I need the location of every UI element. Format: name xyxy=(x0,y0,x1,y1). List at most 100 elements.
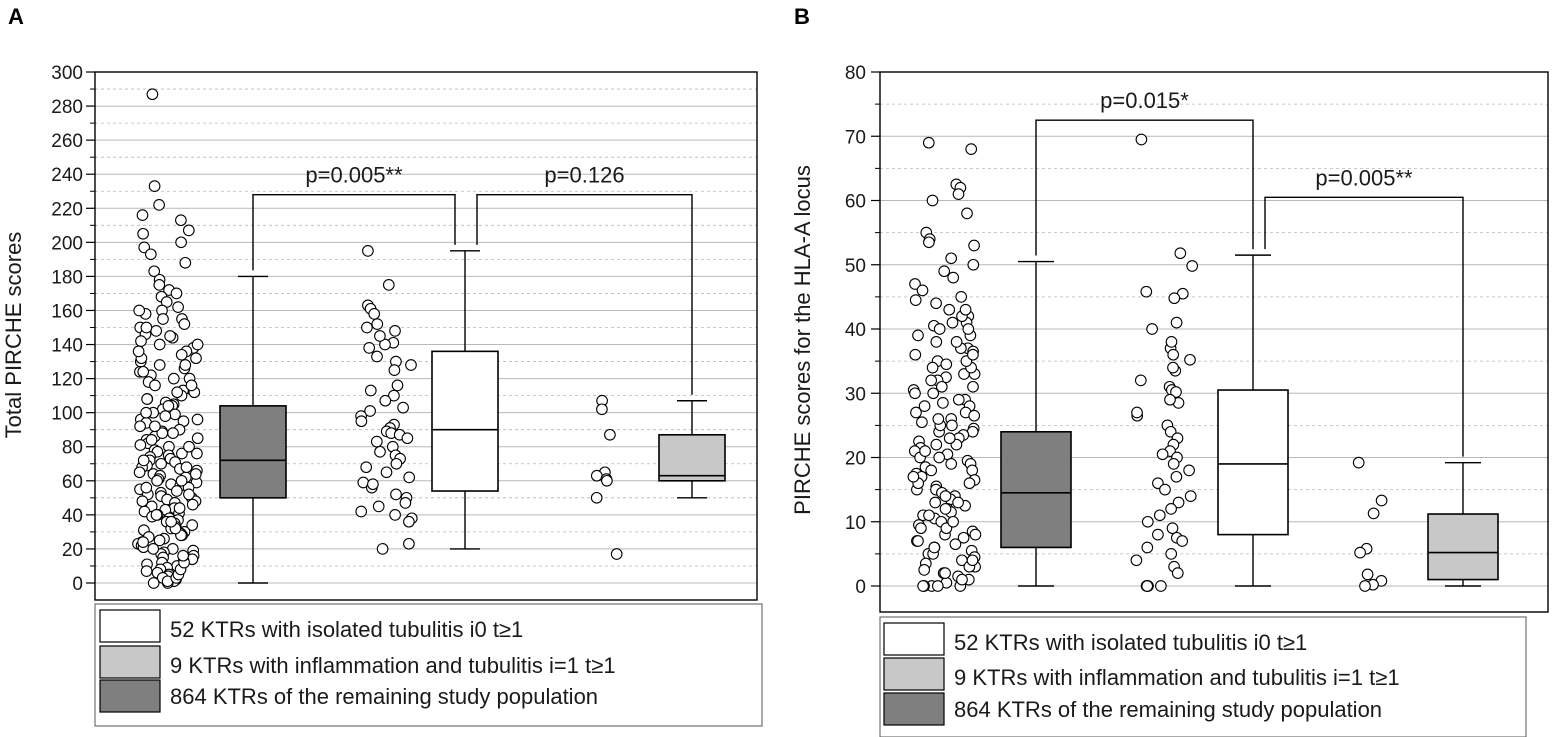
data-point xyxy=(362,245,374,257)
data-point xyxy=(167,372,180,385)
data-point xyxy=(401,432,414,445)
data-point xyxy=(379,394,392,407)
data-point xyxy=(376,543,389,555)
data-point xyxy=(374,330,386,342)
panel-b-y-tick-label: 10 xyxy=(845,513,866,534)
panel-a-y-tick-label: 140 xyxy=(51,336,83,357)
comparison-bracket: p=0.005** xyxy=(1264,165,1464,457)
data-point xyxy=(966,554,979,567)
data-point xyxy=(918,564,931,576)
panel-a-plot-frame xyxy=(94,71,758,601)
data-point xyxy=(149,379,161,392)
data-point xyxy=(399,497,412,509)
data-point xyxy=(930,336,943,348)
data-point xyxy=(962,323,975,335)
data-point xyxy=(909,348,922,361)
data-point xyxy=(590,469,603,482)
data-point xyxy=(1155,580,1167,592)
data-point xyxy=(932,413,945,425)
panel-a-y-tick-label: 280 xyxy=(51,97,83,118)
data-point xyxy=(1170,470,1183,483)
data-point xyxy=(1135,133,1148,146)
data-point xyxy=(929,496,942,509)
panel-a-y-tick-label: 220 xyxy=(51,199,83,220)
data-point xyxy=(179,256,192,269)
iqr-box xyxy=(219,405,287,499)
panel-a-y-tick-label: 200 xyxy=(51,233,83,254)
data-point xyxy=(368,308,381,320)
data-point xyxy=(1146,323,1158,335)
data-point xyxy=(1165,548,1178,560)
data-point xyxy=(355,505,368,518)
panel-b-y-tick-label: 40 xyxy=(845,320,866,341)
data-point xyxy=(925,464,938,477)
panel-a-legend-label-isolated: 52 KTRs with isolated tubulitis i0 t≥1 xyxy=(170,617,523,642)
data-point xyxy=(604,428,616,441)
box-plot-isolated xyxy=(431,250,499,550)
data-point xyxy=(140,565,153,577)
data-point xyxy=(364,384,377,397)
panel-b-legend: 52 KTRs with isolated tubulitis i0 t≥1 9… xyxy=(879,616,1527,737)
data-point xyxy=(137,227,149,240)
panel-b-legend-frame xyxy=(879,616,1527,737)
data-point xyxy=(170,485,183,497)
panel-a-legend-label-remaining: 864 KTRs of the remaining study populati… xyxy=(170,684,598,709)
data-point xyxy=(1130,554,1143,567)
comparison-p-value: p=0.005** xyxy=(1315,165,1413,190)
data-point xyxy=(1164,393,1176,406)
data-point xyxy=(171,386,184,399)
data-point xyxy=(957,531,970,544)
data-point xyxy=(150,325,163,337)
data-point xyxy=(919,445,931,457)
data-point xyxy=(1176,535,1189,547)
data-point xyxy=(191,432,204,445)
data-point xyxy=(155,457,167,470)
data-point xyxy=(1186,260,1199,272)
panel-b-y-tick-label: 60 xyxy=(845,192,866,213)
data-point xyxy=(133,466,146,479)
data-point xyxy=(1352,456,1365,469)
data-point xyxy=(185,379,198,392)
box-plot-isolated xyxy=(1217,254,1289,587)
data-point xyxy=(1140,285,1153,298)
data-point xyxy=(405,359,417,371)
data-point xyxy=(952,393,965,406)
data-point xyxy=(926,361,939,374)
data-point xyxy=(946,419,958,432)
comparison-bracket: p=0.126 xyxy=(476,163,693,395)
data-point xyxy=(148,265,161,278)
box-plot-inflammation xyxy=(1427,461,1499,587)
data-point xyxy=(180,461,193,474)
data-point xyxy=(136,495,149,508)
data-point xyxy=(927,387,940,400)
data-point xyxy=(917,580,929,592)
data-point xyxy=(388,389,400,402)
data-point xyxy=(361,321,373,334)
data-point xyxy=(1184,353,1196,366)
data-point xyxy=(909,278,921,290)
comparison-p-value: p=0.005** xyxy=(305,163,403,188)
data-point xyxy=(371,350,383,363)
data-point xyxy=(1166,522,1179,535)
data-point xyxy=(1141,541,1154,554)
data-point xyxy=(167,427,179,439)
data-point xyxy=(145,434,158,446)
data-point xyxy=(1354,546,1366,559)
data-point xyxy=(176,447,188,460)
data-point xyxy=(931,580,944,592)
data-point xyxy=(946,316,959,329)
comparison-line xyxy=(476,193,693,395)
panel-b-legend-label-isolated: 52 KTRs with isolated tubulitis i0 t≥1 xyxy=(954,630,1307,655)
data-point xyxy=(918,400,931,412)
panel-b-points xyxy=(907,133,1388,592)
data-point xyxy=(134,439,147,451)
data-point xyxy=(159,410,172,422)
data-point xyxy=(910,406,922,419)
data-point xyxy=(153,359,166,371)
data-point xyxy=(397,401,409,414)
panel-a-y-tick-label: 100 xyxy=(51,404,83,425)
data-point xyxy=(1159,483,1171,496)
data-point xyxy=(923,509,935,522)
panel-b-legend-label-remaining: 864 KTRs of the remaining study populati… xyxy=(954,697,1382,722)
data-point xyxy=(179,359,192,371)
